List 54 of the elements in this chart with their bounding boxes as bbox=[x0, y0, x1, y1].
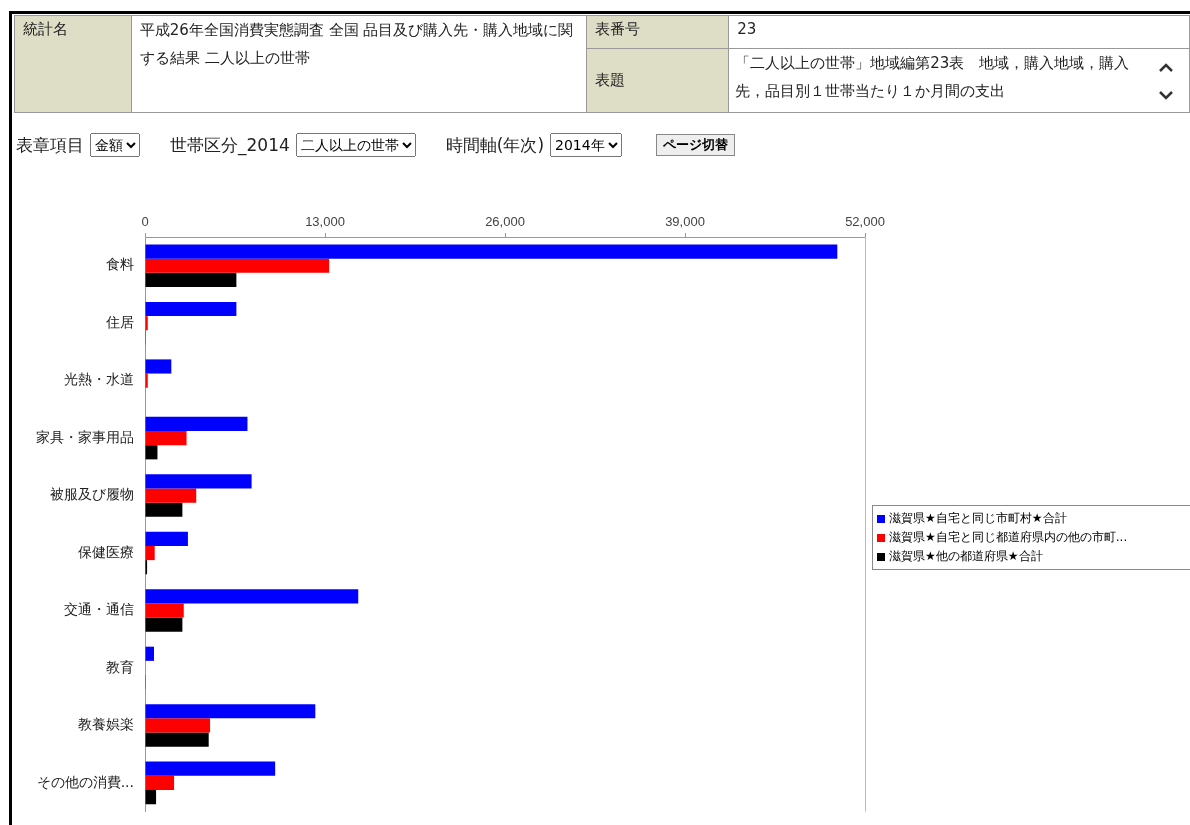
y-tick-label: 家具・家事用品 bbox=[36, 428, 134, 445]
x-tick-label: 39,000 bbox=[665, 213, 705, 229]
x-tick-label: 52,000 bbox=[845, 213, 885, 229]
text: 表題 bbox=[586, 48, 729, 113]
bar bbox=[145, 301, 237, 317]
x-tick-label: 26,000 bbox=[485, 213, 525, 229]
y-tick-label: 教育 bbox=[106, 658, 134, 675]
text: 統計名 bbox=[14, 15, 132, 113]
bar bbox=[145, 244, 838, 259]
bar bbox=[145, 789, 157, 805]
bar bbox=[145, 545, 155, 561]
bar bbox=[145, 431, 187, 446]
bar bbox=[145, 617, 183, 632]
bar bbox=[145, 603, 184, 618]
bar bbox=[145, 589, 359, 604]
bar bbox=[145, 258, 330, 273]
y-tick-label: 教養娯楽 bbox=[78, 716, 134, 733]
y-tick-label: 住居 bbox=[105, 313, 134, 330]
bar bbox=[145, 416, 248, 432]
bar bbox=[145, 359, 172, 374]
text: 二人以上の世帯 bbox=[295, 133, 416, 157]
y-tick-label: その他の消費... bbox=[36, 773, 134, 790]
text: 世帯区分_2014 bbox=[170, 133, 290, 157]
text: 時間軸(年次) bbox=[445, 133, 545, 157]
bar bbox=[145, 646, 154, 661]
x-tick-label: 0 bbox=[141, 213, 149, 229]
bar bbox=[145, 531, 188, 546]
text: 金額 bbox=[90, 133, 140, 157]
x-tick-label: 13,000 bbox=[305, 213, 345, 229]
bar bbox=[145, 445, 158, 460]
y-tick-label: 保健医療 bbox=[78, 543, 134, 560]
legend-label: 滋賀県★他の都道府県★合計 bbox=[889, 548, 1043, 565]
legend-label: 滋賀県★自宅と同じ都道府県内の他の市町... bbox=[889, 529, 1128, 546]
bar bbox=[145, 272, 237, 287]
text: 平成26年全国消費実態調査 全国 品目及び購入先・購入地域に関する結果 二人以上の世帯 bbox=[131, 15, 587, 113]
bar bbox=[145, 718, 211, 733]
bar bbox=[145, 704, 316, 719]
text: 「二人以上の世帯」地域編第23表 地域，購入地域，購入先，品目別１世帯当たり１か月間の支出 bbox=[728, 48, 1190, 113]
bar bbox=[145, 761, 276, 776]
y-tick-label: 交通・通信 bbox=[64, 601, 134, 618]
bar bbox=[145, 775, 175, 790]
bar bbox=[145, 488, 197, 503]
legend-label: 滋賀県★自宅と同じ市町村★合計 bbox=[889, 510, 1067, 527]
bar bbox=[145, 732, 209, 747]
text: ページ切替 bbox=[656, 134, 736, 156]
text: 表章項目 bbox=[16, 133, 84, 157]
text: 表番号 bbox=[586, 15, 729, 49]
bar bbox=[145, 502, 183, 517]
y-tick-label: 光熱・水道 bbox=[64, 371, 134, 388]
y-tick-label: 被服及び履物 bbox=[50, 486, 134, 503]
y-tick-label: 食料 bbox=[106, 256, 134, 273]
text: 2014年 bbox=[550, 133, 623, 157]
text: 23 bbox=[728, 15, 1190, 49]
bar bbox=[145, 474, 252, 489]
